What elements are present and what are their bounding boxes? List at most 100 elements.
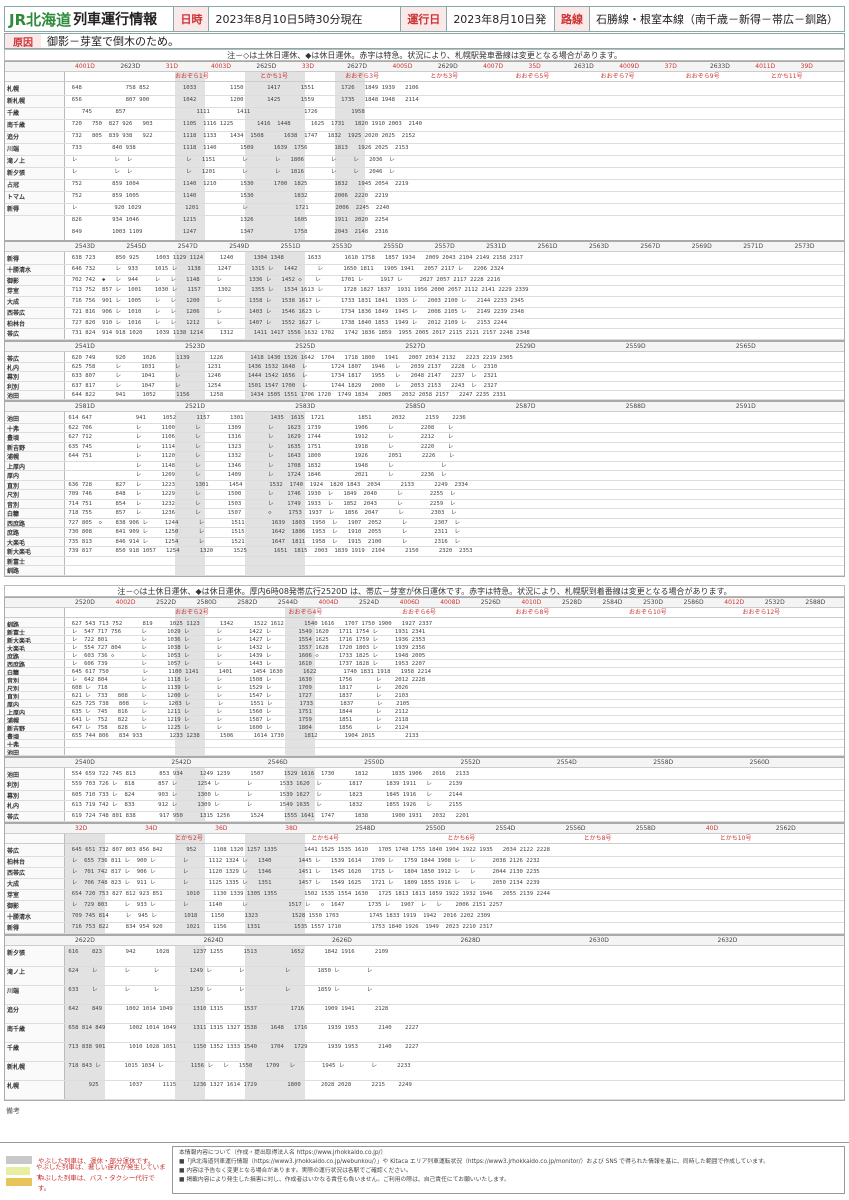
train-number: 2521D [185,403,206,410]
train-number: 2588D [625,403,646,410]
mid-note: 注－◇は土休日運休、◆は休日運休。厚内6時08発帯広行2520D は、帯広－芽室… [4,585,845,597]
station-name: 御影 [7,903,20,910]
time-row: 614 647 941 1052 1157 1301 1435 1615 172… [65,415,466,421]
time-row: 709 745 814 レ 945 レ 1018 1150 1323 1528 … [65,913,491,919]
row-divider [5,380,844,382]
row-divider [5,779,844,781]
train-name-row: とかち2号 とかち4号 とかち6号 とかち8号 とかち10号 [5,834,844,844]
time-row: 625 725 738 808 レ 1203 レ レ 1551 レ 1733 1… [65,701,410,707]
legend-cancel: やぶした列車は、運休・部分運休です。 [6,1154,166,1165]
station-name: 新富士 [7,558,26,566]
row-divider [5,119,844,120]
top-note-text: 注－◇は土休日運休、◆は休日運休。赤字は特急。状況により、札幌駅発車番線は変更と… [227,51,622,60]
station-name: 白糠 [7,670,20,677]
time-row: レ 920 1029 1201 レ 1721 2006 2245 2240 [65,205,390,211]
station-name: 追分 [7,1007,20,1014]
row-divider [5,371,844,373]
time-row: 716 753 822 834 954 920 1021 1156 1331 1… [65,924,493,930]
station-name: 厚内 [7,473,20,481]
station-name: トマム [7,194,26,201]
train-number: 2625D [256,63,277,70]
legend-swatch-bus [6,1177,32,1186]
train-number: 2585D [405,403,426,410]
row-divider [5,651,844,652]
station-name: 千歳 [7,110,20,117]
train-name-row: おおぞら2号 おおぞら4号 おおぞら6号 おおぞら8号 おおぞら10号 おおぞら12号 [5,608,844,618]
time-row: 739 817 850 918 1057 1254 1320 1525 1651… [65,548,473,555]
row-divider [5,675,844,676]
row-divider [5,441,844,443]
train-number: 38D [285,825,298,832]
cancelled-train-column [245,412,305,576]
train-number: 2540D [75,759,95,766]
page-header: JR北海道 列車運行情報 日時 2023年8月10日5時30分現在 運行日 20… [4,6,845,32]
station-name: 帯広 [7,331,20,339]
time-row: 733 840 938 1118 1140 1509 1639 1756 181… [65,145,409,151]
footer-line: ■ 掲載内容により発生した損害に対し、作成者はいかなる責任も負いません。ご利用の… [179,1177,510,1183]
train-number: 2551D [280,243,301,250]
row-divider [5,739,844,740]
train-number: 2622D [75,937,95,944]
station-name: 南千歳 [7,122,26,129]
time-row: 925 1037 1115 1236 1327 1614 1729 1800 2… [65,1082,412,1088]
station-name: 新吉野 [7,444,26,452]
row-divider [5,966,844,967]
row-divider [5,422,844,424]
train-name: おおぞら5号 [515,73,550,80]
train-number: 2557D [434,243,455,250]
station-name: 帯広 [7,848,20,855]
footer-line: 本情報内容について（作成・提出取得法人名 https://www.jrhokka… [179,1150,387,1156]
station-name: 釧路 [7,622,20,629]
row-divider [5,800,844,802]
time-row: 635 745 レ 1114 レ 1323 レ 1635 1751 1918 レ… [65,443,454,450]
time-row: 635 レ 745 816 レ 1211 レ レ 1560 レ 1751 184… [65,709,409,715]
train-number: 2560D [749,759,770,766]
cancelled-train-column [335,72,365,240]
train-number: 2529D [515,343,536,350]
row-divider [5,691,844,692]
station-name: 幕別 [7,374,20,382]
station-name: 池田 [7,750,20,757]
row-divider [5,867,844,868]
train-number: 2542D [171,759,192,766]
row-divider [5,900,844,901]
train-number: 2550D [364,759,385,766]
time-row: 624 レ レ レ 1249 レ レ レ 1850 レ レ [65,968,373,974]
time-row: レ 706 748 823 レ 911 レ レ 1125 1335 レ 1351… [65,880,540,886]
train-number: 4006D [399,599,420,606]
station-name: 池田 [7,772,20,779]
footer-line: ■ 内容は予告なく変更となる場合があります。実際の運行状況は各駅でご確認ください… [179,1168,412,1174]
train-number: 2523D [185,343,206,350]
row-divider [5,527,844,529]
station-name: 十勝清水 [7,914,32,921]
train-number: 2569D [691,243,712,250]
timetable-block4: 2581D 2521D 2583D 2585D 2587D 2588D 2591D 池田 十弗豊… [4,401,845,577]
mid-note-text: 注－◇は土休日運休、◆は休日運休。厚内6時08発帯広行2520D は、帯広－芽室… [117,587,732,596]
time-row: 849 1003 1109 1247 1347 1758 2043 2148 2… [65,229,389,235]
opday-label: 運行日 [400,7,447,31]
footer-divider [0,1142,849,1143]
row-divider [5,789,844,791]
train-number-row: 2540D 2542D 2546D 2550D 2552D 2554D 2558D 2560D [5,758,844,768]
cause-text: 御影－芽室で倒木のため。 [47,35,179,48]
station-name: 札内 [7,803,20,811]
row-divider [5,575,844,576]
train-number: 2623D [120,63,141,70]
row-divider [5,985,844,986]
train-number: 2633D [709,63,730,70]
row-divider [5,489,844,491]
time-row: 637 817 レ 1047 レ 1254 1501 1547 1700 レ 1… [65,382,498,389]
train-number: 37D [664,63,677,70]
time-row: 636 728 827 レ 1223 1301 1454 1532 1740 1… [65,481,468,488]
time-row: 638 723 850 925 1003 1129 1124 1240 1304… [65,255,524,261]
time-row: 645 617 750 レ 1100 1141 1401 1454 1630 1… [65,669,431,675]
train-name: とかち8号 [583,835,612,842]
station-name: 釧路 [7,568,20,576]
timetable-block5: 2520D 4002D 2522D 2580D 2582D 2544D 4004D 2524D… [4,597,845,757]
cancelled-train-column [245,72,305,240]
station-name: 千歳 [7,1045,20,1052]
time-row: 727 820 910 レ 1016 レ レ 1212 レ 1407 レ 155… [65,319,508,326]
train-name: とかち10号 [719,835,752,842]
station-name: 御影 [7,277,20,285]
train-number: 2573D [794,243,815,250]
